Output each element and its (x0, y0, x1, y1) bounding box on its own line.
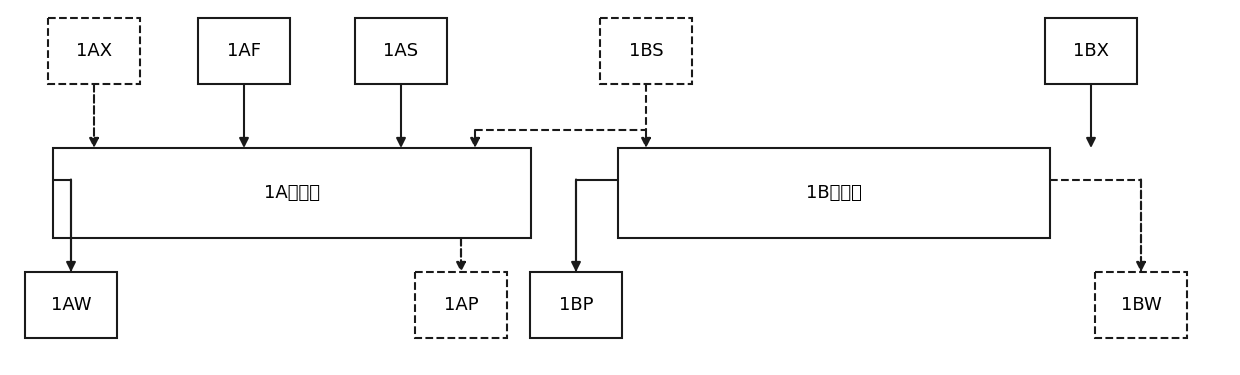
Bar (1045, 18, 1137, 84)
Bar (1095, 272, 1187, 338)
Bar (529, 272, 622, 338)
Bar (25, 272, 117, 338)
Text: 1BP: 1BP (559, 296, 593, 314)
Bar (415, 272, 507, 338)
Text: 1AX: 1AX (76, 42, 112, 60)
Text: 1BW: 1BW (1121, 296, 1162, 314)
Text: 1AF: 1AF (227, 42, 260, 60)
Text: 1BS: 1BS (629, 42, 663, 60)
Text: 1AP: 1AP (444, 296, 479, 314)
Bar (600, 18, 692, 84)
Text: 1B反萃槽: 1B反萃槽 (806, 184, 862, 202)
Text: 1AS: 1AS (383, 42, 419, 60)
Text: 1A萃取槽: 1A萃取槽 (264, 184, 320, 202)
Bar (53, 148, 531, 238)
Bar (355, 18, 446, 84)
Bar (198, 18, 290, 84)
Bar (48, 18, 140, 84)
Bar (618, 148, 1050, 238)
Text: 1BX: 1BX (1073, 42, 1109, 60)
Text: 1AW: 1AW (51, 296, 92, 314)
